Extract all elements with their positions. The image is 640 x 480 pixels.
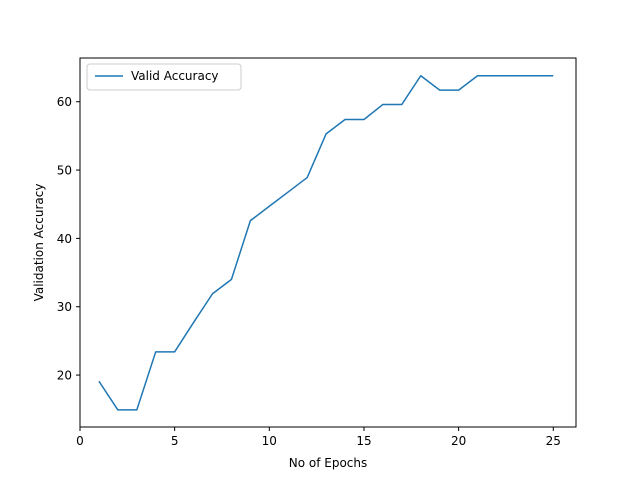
x-tick-label: 25 — [546, 434, 561, 448]
y-tick-label: 50 — [57, 164, 72, 178]
x-tick-label: 0 — [76, 434, 84, 448]
y-tick-label: 40 — [57, 232, 72, 246]
x-axis-label: No of Epochs — [289, 456, 368, 470]
legend: Valid Accuracy — [86, 63, 242, 91]
x-tick-label: 10 — [262, 434, 277, 448]
x-axis-ticks: 0 5 10 15 20 25 — [76, 427, 561, 448]
y-tick-label: 60 — [57, 95, 72, 109]
x-tick-label: 15 — [356, 434, 371, 448]
x-tick-label: 20 — [451, 434, 466, 448]
legend-box — [86, 63, 242, 91]
x-tick-label: 5 — [171, 434, 179, 448]
y-tick-label: 30 — [57, 300, 72, 314]
valid-accuracy-line — [98, 75, 554, 411]
y-tick-label: 20 — [57, 369, 72, 383]
legend-label: Valid Accuracy — [131, 69, 219, 83]
plot-frame — [79, 57, 577, 428]
y-axis-ticks: 20 30 40 50 60 — [57, 95, 80, 383]
y-axis-label: Validation Accuracy — [32, 184, 46, 302]
